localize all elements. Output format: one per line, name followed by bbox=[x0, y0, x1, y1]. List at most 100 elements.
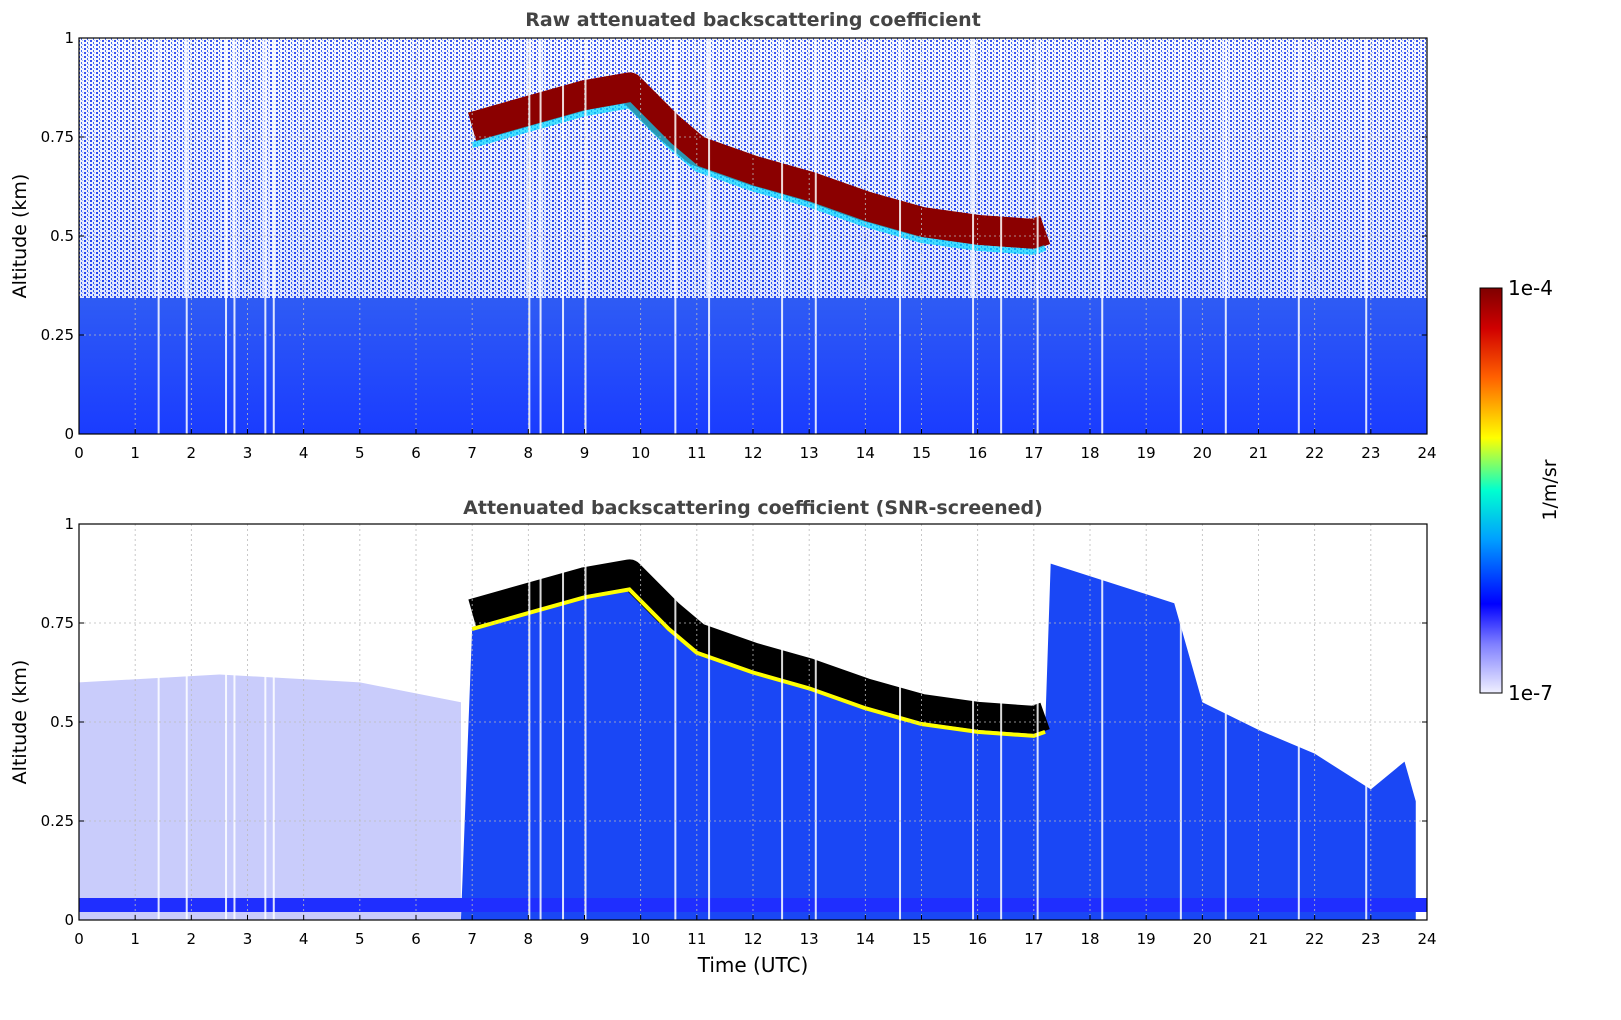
data-gap bbox=[272, 524, 275, 920]
screened-backscatter-panel: Attenuated backscattering coefficient (S… bbox=[9, 497, 1437, 977]
x-tick-label: 16 bbox=[968, 444, 987, 462]
x-tick-label: 9 bbox=[580, 930, 590, 948]
x-tick-label: 3 bbox=[243, 444, 253, 462]
x-tick-label: 13 bbox=[800, 444, 819, 462]
x-tick-label: 1 bbox=[130, 444, 140, 462]
x-tick-label: 4 bbox=[299, 930, 309, 948]
data-gap bbox=[157, 38, 160, 434]
colorbar-gradient bbox=[1479, 287, 1503, 694]
x-tick-label: 10 bbox=[631, 444, 650, 462]
data-gap bbox=[781, 524, 784, 920]
data-gap bbox=[1101, 38, 1104, 434]
x-tick-label: 17 bbox=[1024, 930, 1043, 948]
screened-grid bbox=[79, 524, 1427, 920]
raw-grid bbox=[79, 38, 1427, 434]
screened-ylabel: Altitude (km) bbox=[9, 660, 31, 785]
data-gap bbox=[1036, 38, 1039, 434]
x-tick-label: 10 bbox=[631, 930, 650, 948]
data-gap bbox=[1297, 38, 1300, 434]
data-gap bbox=[1000, 524, 1003, 920]
x-tick-label: 3 bbox=[243, 930, 253, 948]
x-tick-label: 7 bbox=[467, 444, 477, 462]
data-gap bbox=[185, 38, 188, 434]
data-gap bbox=[1101, 524, 1104, 920]
data-gap bbox=[185, 524, 188, 920]
x-tick-label: 22 bbox=[1305, 930, 1324, 948]
x-tick-label: 19 bbox=[1137, 444, 1156, 462]
data-gap bbox=[272, 38, 275, 434]
x-tick-label: 5 bbox=[355, 930, 365, 948]
raw-backscatter-panel: Raw attenuated backscattering coefficien… bbox=[9, 9, 1437, 462]
x-tick-label: 5 bbox=[355, 444, 365, 462]
x-tick-label: 21 bbox=[1249, 930, 1268, 948]
y-tick-label: 0.75 bbox=[41, 128, 74, 146]
y-tick-label: 0 bbox=[64, 911, 74, 929]
x-tick-label: 19 bbox=[1137, 930, 1156, 948]
x-tick-label: 8 bbox=[524, 444, 534, 462]
screened-lowsignal-region bbox=[79, 674, 461, 920]
x-tick-label: 24 bbox=[1417, 930, 1436, 948]
x-tick-label: 11 bbox=[687, 930, 706, 948]
x-tick-label: 1 bbox=[130, 930, 140, 948]
colorbar-min-label: 1e-7 bbox=[1508, 681, 1553, 705]
x-tick-label: 17 bbox=[1024, 444, 1043, 462]
y-tick-label: 0.25 bbox=[41, 812, 74, 830]
x-tick-label: 12 bbox=[743, 444, 762, 462]
y-tick-label: 0.75 bbox=[41, 614, 74, 632]
x-tick-label: 6 bbox=[411, 930, 421, 948]
xlabel: Time (UTC) bbox=[697, 953, 809, 977]
data-gap bbox=[1365, 524, 1368, 920]
x-tick-label: 7 bbox=[467, 930, 477, 948]
x-tick-label: 8 bbox=[524, 930, 534, 948]
y-tick-label: 0 bbox=[64, 425, 74, 443]
x-tick-label: 15 bbox=[912, 444, 931, 462]
screened-x-ticks: 0 1 2 3 4 5 6 7 8 9 10 11 12 13 14 15 16 17 18 19 20 21 22 23 24 bbox=[74, 915, 1437, 948]
x-tick-label: 13 bbox=[800, 930, 819, 948]
x-tick-label: 18 bbox=[1080, 930, 1099, 948]
x-tick-label: 2 bbox=[187, 444, 197, 462]
x-tick-label: 21 bbox=[1249, 444, 1268, 462]
data-gap bbox=[1000, 38, 1003, 434]
data-gap bbox=[1036, 524, 1039, 920]
data-gap bbox=[225, 524, 228, 920]
data-gap bbox=[972, 38, 975, 434]
y-tick-label: 0.5 bbox=[50, 713, 74, 731]
x-tick-label: 14 bbox=[856, 444, 875, 462]
x-tick-label: 23 bbox=[1361, 444, 1380, 462]
x-tick-label: 9 bbox=[580, 444, 590, 462]
x-tick-label: 6 bbox=[411, 444, 421, 462]
colorbar: 1e-4 1e-7 1/m/sr bbox=[1479, 276, 1561, 705]
raw-ylabel: Altitude (km) bbox=[9, 174, 31, 299]
x-tick-label: 0 bbox=[74, 930, 84, 948]
x-tick-label: 0 bbox=[74, 444, 84, 462]
data-gap bbox=[972, 524, 975, 920]
data-gap bbox=[562, 38, 565, 434]
data-gap bbox=[1297, 524, 1300, 920]
y-tick-label: 0.25 bbox=[41, 326, 74, 344]
x-tick-label: 18 bbox=[1080, 444, 1099, 462]
screened-y-ticks: 0 0.25 0.5 0.75 1 bbox=[41, 515, 1427, 929]
y-tick-label: 1 bbox=[64, 29, 74, 47]
x-tick-label: 15 bbox=[912, 930, 931, 948]
screened-panel-title: Attenuated backscattering coefficient (S… bbox=[463, 497, 1043, 519]
data-gap bbox=[781, 38, 784, 434]
data-gap bbox=[225, 38, 228, 434]
raw-x-ticks: 0 1 2 3 4 5 6 7 8 9 10 11 12 13 14 15 16 17 18 19 20 21 22 23 24 bbox=[74, 429, 1437, 462]
data-gap bbox=[157, 524, 160, 920]
raw-y-ticks: 0 0.25 0.5 0.75 1 bbox=[41, 29, 1427, 443]
data-gap bbox=[562, 524, 565, 920]
x-tick-label: 23 bbox=[1361, 930, 1380, 948]
y-tick-label: 1 bbox=[64, 515, 74, 533]
x-tick-label: 16 bbox=[968, 930, 987, 948]
x-tick-label: 24 bbox=[1417, 444, 1436, 462]
x-tick-label: 20 bbox=[1193, 444, 1212, 462]
x-tick-label: 4 bbox=[299, 444, 309, 462]
y-tick-label: 0.5 bbox=[50, 227, 74, 245]
x-tick-label: 12 bbox=[743, 930, 762, 948]
x-tick-label: 20 bbox=[1193, 930, 1212, 948]
colorbar-max-label: 1e-4 bbox=[1508, 276, 1553, 300]
x-tick-label: 11 bbox=[687, 444, 706, 462]
raw-panel-title: Raw attenuated backscattering coefficien… bbox=[525, 9, 981, 31]
x-tick-label: 2 bbox=[187, 930, 197, 948]
